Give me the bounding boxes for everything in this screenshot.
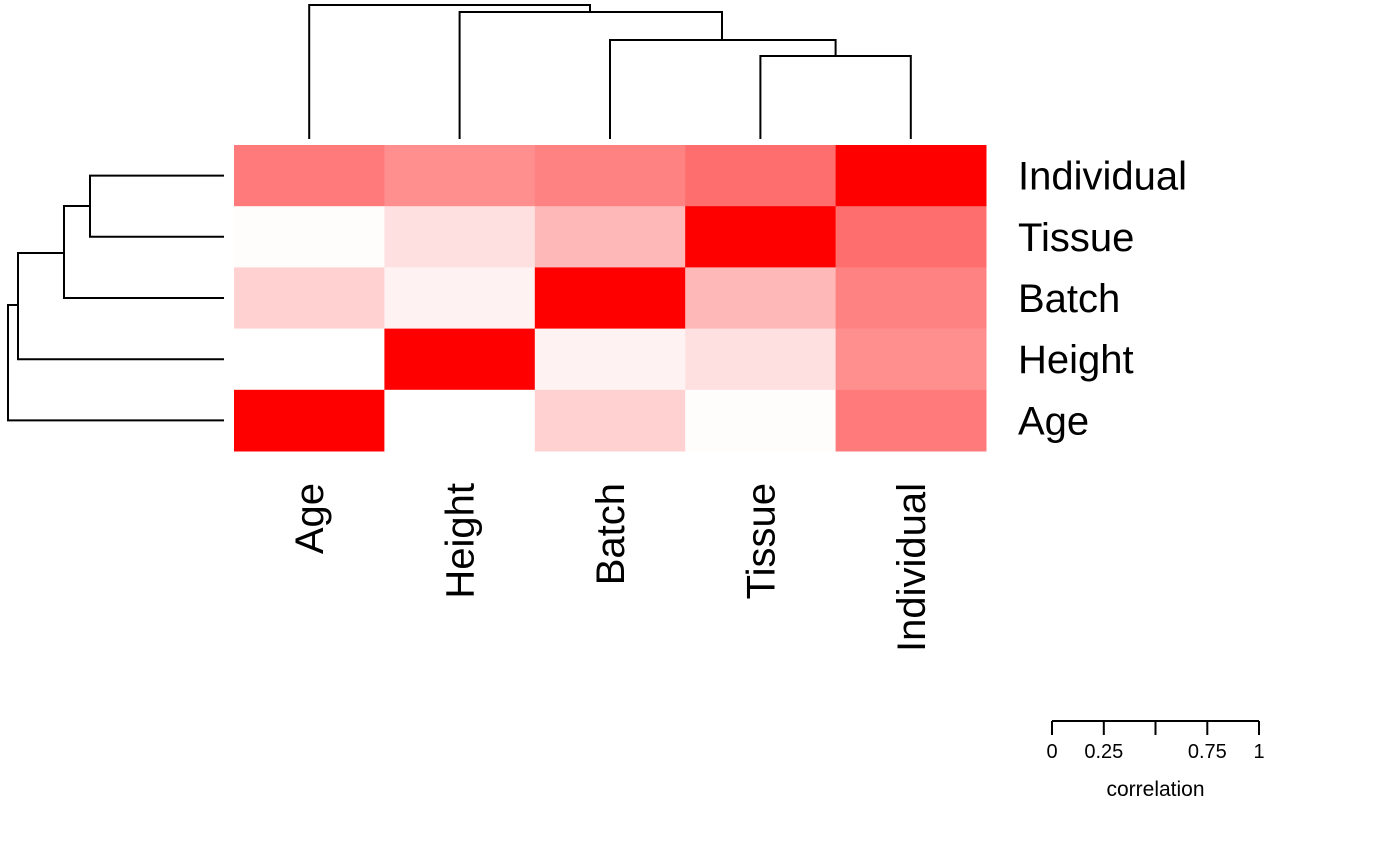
legend-title: correlation [1106,778,1204,801]
cell-batch-tissue [685,267,837,330]
column-label-individual: Individual [890,483,934,652]
cell-tissue-age [234,206,385,268]
column-label-age: Age [288,483,332,554]
row-dendrogram [7,174,224,422]
heatmap-cells [234,145,987,452]
column-labels: Age Height Batch Tissue Individual [288,483,934,652]
cell-tissue-batch [534,206,686,268]
row-labels: Individual Tissue Batch Height Age [1018,155,1187,444]
cell-age-height [384,389,536,452]
row-dendrogram-branch [17,252,224,361]
column-dendrogram-branch [759,55,912,139]
column-label-height: Height [439,483,483,599]
legend-tick-label: 0.25 [1084,741,1123,763]
cell-height-age [234,328,385,391]
legend-tick-label: 0.75 [1188,741,1227,763]
column-label-batch: Batch [589,483,633,585]
cell-height-height [384,328,536,391]
cell-age-age [234,389,385,452]
cell-age-batch [534,389,686,452]
cell-batch-individual [835,267,987,330]
row-dendrogram-branch [7,304,224,422]
cell-individual-age [234,145,385,207]
row-dendrogram-branch [63,205,224,299]
cell-height-batch [534,328,686,391]
cell-batch-batch [534,267,686,330]
cell-height-tissue [685,328,837,391]
cell-tissue-height [384,206,536,268]
row-dendrogram-branch [89,174,224,238]
column-dendrogram-branch [609,39,837,139]
cell-batch-height [384,267,536,330]
cell-individual-height [384,145,536,207]
legend-tick-label: 0 [1046,741,1057,763]
column-dendrogram [308,4,912,139]
cell-height-individual [835,328,987,391]
cell-individual-individual [835,145,987,207]
row-label-age: Age [1018,399,1089,443]
legend-tick-label: 1 [1253,741,1264,763]
row-label-tissue: Tissue [1018,216,1134,260]
row-label-height: Height [1018,338,1134,382]
cell-individual-tissue [685,145,837,207]
cell-age-individual [835,389,987,452]
cell-tissue-tissue [685,206,837,268]
row-label-batch: Batch [1018,277,1120,321]
cell-age-tissue [685,389,837,452]
cell-tissue-individual [835,206,987,268]
column-label-tissue: Tissue [739,483,783,599]
column-dendrogram-branch [308,4,591,139]
row-label-individual: Individual [1018,155,1187,199]
cell-individual-batch [534,145,686,207]
cell-batch-age [234,267,385,330]
color-legend: 0 0.25 0.75 1 correlation [1046,720,1265,801]
column-dendrogram-branch [458,11,723,139]
